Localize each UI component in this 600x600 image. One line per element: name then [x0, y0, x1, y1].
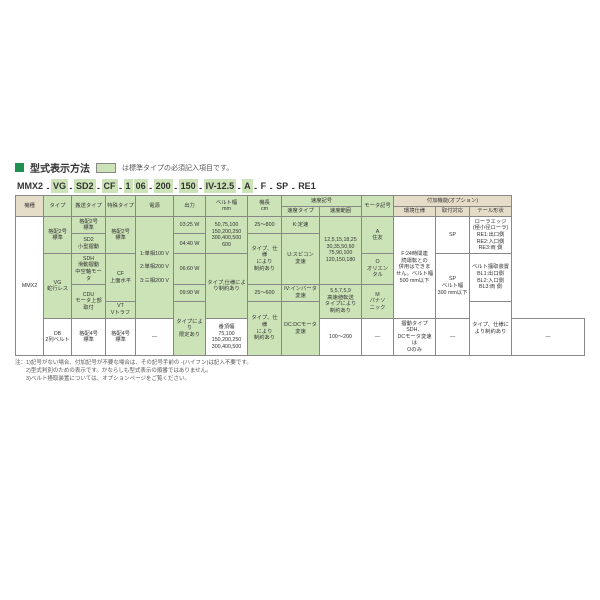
- td-mm: Mパナソニック: [362, 284, 394, 318]
- td-len-note2: タイプ、仕様により制約あり: [248, 301, 282, 355]
- td-belt-vals: 50,75,100150,200,250300,400,500600: [206, 217, 248, 254]
- td-mo: Oオリエンタル: [362, 254, 394, 284]
- td-kago4: 格配4号標準: [72, 319, 106, 356]
- footnotes: 注：1)記号がない場合、付加記号が不要な場合は、その記号手前の -(ハイフン)は…: [15, 360, 585, 383]
- model-part-8: IV-12.5: [204, 179, 237, 193]
- td-ma: A住友: [362, 217, 394, 254]
- td-f24: F:24時間連続運転との併用はできません。ベルト幅500 mm以下: [394, 217, 436, 319]
- model-dash-5: -: [149, 183, 153, 193]
- td-out03: 03:25 W: [174, 217, 206, 234]
- td-dc: DC:DCモータ変速: [282, 301, 320, 355]
- td-out-note: タイプにより限定あり: [174, 301, 206, 355]
- model-part-10: F: [259, 179, 269, 193]
- td-db: DB2列ベルト: [44, 319, 72, 356]
- td-len-note: タイプ、仕様により制約あり: [248, 234, 282, 284]
- model-part-12: RE1: [296, 179, 318, 193]
- td-kago2-1: 格配2号標準: [44, 217, 72, 254]
- td-densho-dash: ―: [136, 319, 174, 356]
- model-part-4: 1: [124, 179, 133, 193]
- td-kago2-2: 格配2号標準: [72, 217, 106, 234]
- th-sokudo: 速度記号: [282, 196, 362, 207]
- td-sdh: SDH滑動摺動中空軸モータ: [72, 254, 106, 284]
- th-sokudo-type: 速度タイプ: [282, 206, 320, 217]
- model-part-5: 06: [134, 179, 148, 193]
- model-dash-11: -: [291, 183, 295, 193]
- th-kikochou: 機長cm: [248, 196, 282, 217]
- legend-text: は標準タイプの必須記入項目です。: [122, 163, 233, 173]
- td-tail-knife: ベルト掻取装置BL1:出口側BL2:入口側BL3:両 側: [470, 254, 512, 302]
- td-speed2: 5,5,7,5,9高速値転送タイプにより制約あり: [320, 284, 362, 318]
- td-sp-dash: ―: [512, 319, 585, 356]
- model-part-7: 150: [179, 179, 198, 193]
- model-dash-6: -: [174, 183, 178, 193]
- th-kishu: 機種: [16, 196, 44, 217]
- model-part-6: 200: [154, 179, 173, 193]
- model-code-row: MMX2-VG-SD2-CF-106-200-150-IV-12.5-A-F-S…: [15, 179, 585, 193]
- td-speed1: 12,5,15,18,2530,35,50,6075,90,100120,150…: [320, 217, 362, 284]
- td-mmx2: MMX2: [16, 217, 44, 356]
- td-sp-belt: SPベルト幅300 mm以下: [436, 254, 470, 319]
- td-sd2: SD2小型摺動: [72, 234, 106, 254]
- th-shutsuryoku: 出力: [174, 196, 206, 217]
- model-dash-2: -: [97, 183, 101, 193]
- note-1: 注：1)記号がない場合、付加記号が不要な場合は、その記号手前の -(ハイフン)は…: [15, 360, 585, 368]
- spec-table: 機種 タイプ 搬送タイプ 特殊タイプ 電源 出力 ベルト幅mm 機長cm 速度記…: [15, 195, 585, 356]
- th-sokoshiki: 搬送タイプ: [72, 196, 106, 217]
- td-vt: VTVトラフ: [106, 301, 136, 318]
- note-3: 3)ベルト掻取装置については、オプションページをご覧ください。: [15, 376, 585, 384]
- td-cf: CF上面水平: [106, 254, 136, 302]
- model-part-1: VG: [51, 179, 68, 193]
- td-iv: IV:インバータ変速: [282, 284, 320, 301]
- td-motor-note: 摺動タイプSDH、DCモータ変速はOのみ: [394, 319, 436, 356]
- model-dash-0: -: [46, 183, 50, 193]
- title-text: 型式表示方法: [30, 160, 90, 175]
- note-2: 2)型式判別のための表示です。かならしも型式表示の順番ではありません。: [15, 368, 585, 376]
- model-part-9: A: [242, 179, 253, 193]
- td-tail-note: タイプ、仕様により制約あり: [470, 301, 512, 355]
- th-fuka: 付加機能(オプション): [394, 196, 512, 207]
- title-row: 型式表示方法 は標準タイプの必須記入項目です。: [15, 160, 585, 175]
- td-len1: 25～800: [248, 217, 282, 234]
- th-sokudo-hani: 速度範囲: [320, 206, 362, 217]
- td-out04: 04:40 W: [174, 234, 206, 254]
- model-part-2: SD2: [74, 179, 96, 193]
- model-dash-1: -: [69, 183, 73, 193]
- model-dash-8: -: [237, 183, 241, 193]
- th-tail: テール形状: [470, 206, 512, 217]
- td-len3: 100～200: [320, 319, 362, 356]
- model-part-11: SP: [274, 179, 290, 193]
- td-belt-bottom: 番頂幅75,100150,200,250300,400,500: [206, 319, 248, 356]
- th-type: タイプ: [44, 196, 72, 217]
- legend-swatch: [96, 163, 116, 173]
- model-part-0: MMX2: [15, 179, 45, 193]
- td-len2: 25～600: [248, 284, 282, 301]
- title-marker: [15, 163, 24, 172]
- td-k: K:定速: [282, 217, 320, 234]
- td-vg: VG蛇行レス: [44, 254, 72, 319]
- td-u: U:スピコン変速: [282, 234, 320, 284]
- td-speed-dash: ―: [362, 319, 394, 356]
- td-kago2-3: 格配2号標準: [106, 217, 136, 254]
- model-dash-9: -: [254, 183, 258, 193]
- td-out09: 09:90 W: [174, 284, 206, 301]
- model-dash-7: -: [199, 183, 203, 193]
- td-kago4-2: 格配4号標準: [106, 319, 136, 356]
- td-sp: SP: [436, 217, 470, 254]
- th-kankyo: 環境仕様: [394, 206, 436, 217]
- model-dash-10: -: [269, 183, 273, 193]
- th-toritsuke: 取付対応: [436, 206, 470, 217]
- td-tail-roller: ローラエッジ(極小径ローラ)RE1:出口側RE2:入口側RE3:両 側: [470, 217, 512, 254]
- td-densho: 1:単相100 V2:単相200 V3:三相200 V: [136, 217, 174, 319]
- td-out06: 06:60 W: [174, 254, 206, 284]
- th-belt: ベルト幅mm: [206, 196, 248, 217]
- model-part-3: CF: [102, 179, 118, 193]
- td-belt-note: タイプ,仕様により制約あり: [206, 254, 248, 319]
- model-dash-3: -: [119, 183, 123, 193]
- th-motor: モータ記号: [362, 196, 394, 217]
- th-densho: 電源: [136, 196, 174, 217]
- th-tokushu: 特殊タイプ: [106, 196, 136, 217]
- td-f-dash: ―: [436, 319, 470, 356]
- td-cdu: CDUモータ上部取付: [72, 284, 106, 318]
